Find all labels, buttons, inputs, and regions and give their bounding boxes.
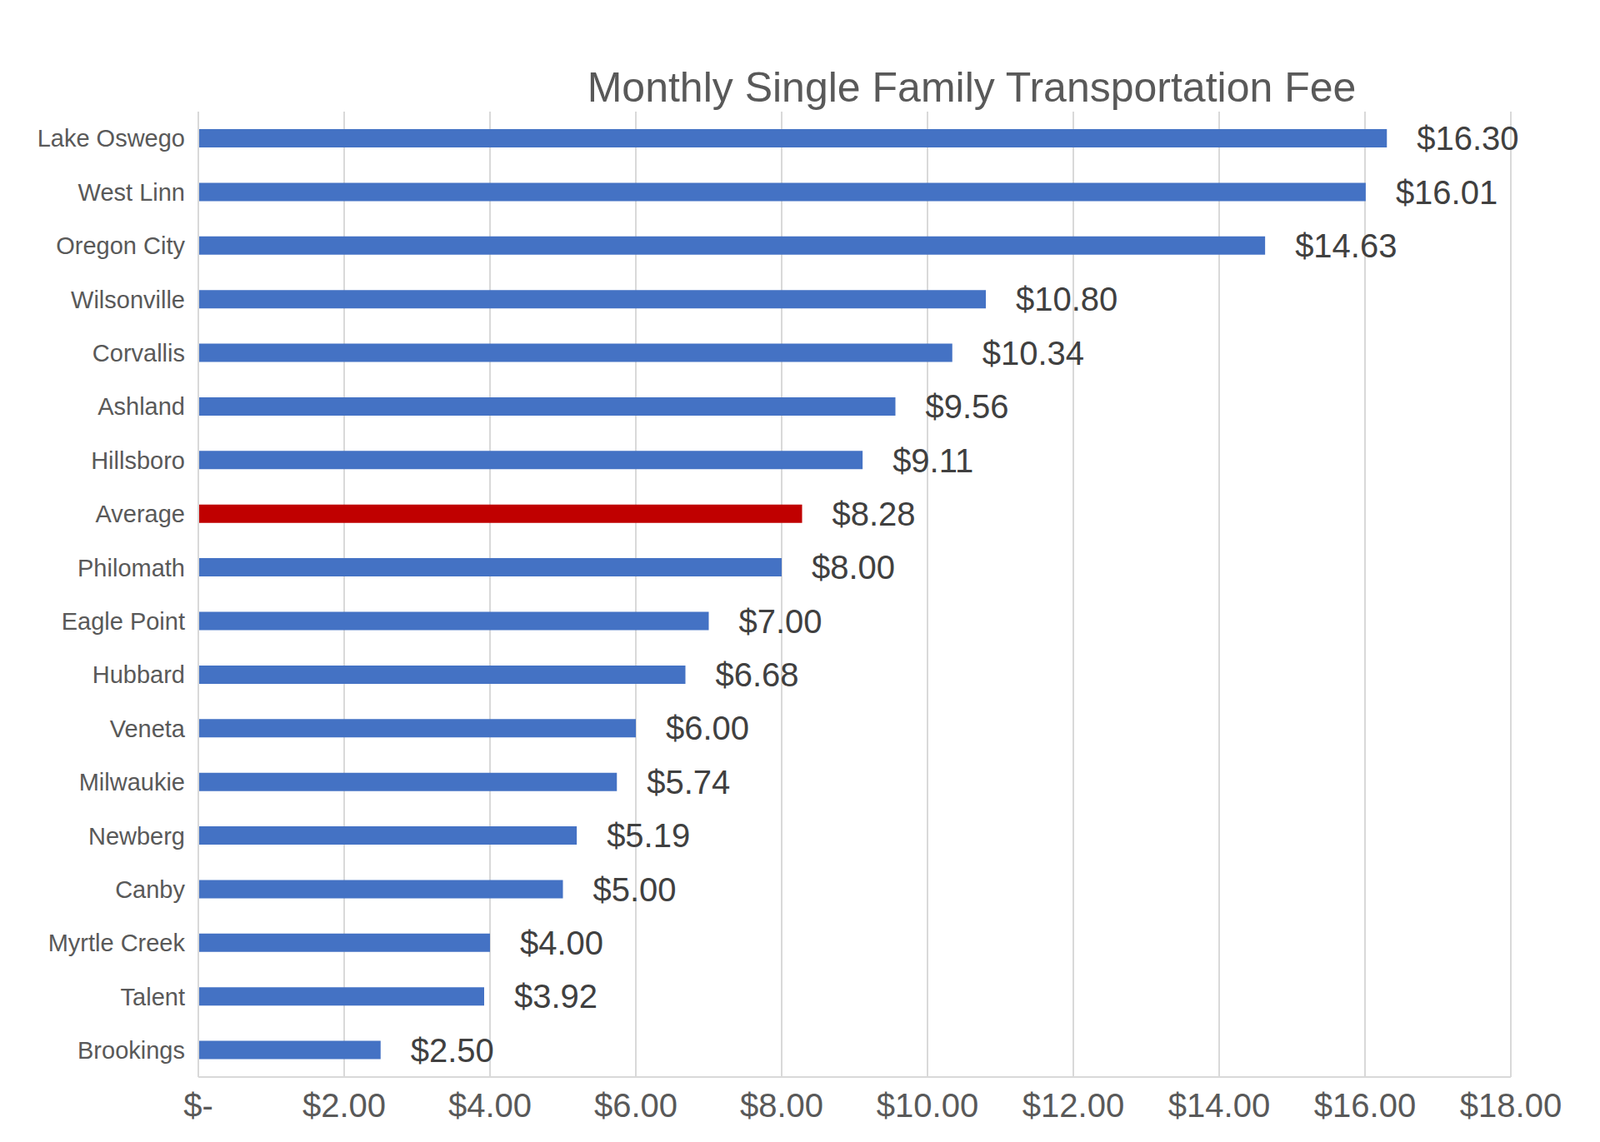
svg-text:Milwaukie: Milwaukie xyxy=(79,769,185,796)
svg-text:Eagle Point: Eagle Point xyxy=(61,608,185,635)
svg-text:$-: $- xyxy=(183,1087,214,1125)
svg-text:Veneta: Veneta xyxy=(110,715,186,743)
svg-text:Myrtle Creek: Myrtle Creek xyxy=(48,930,186,957)
svg-text:$18.00: $18.00 xyxy=(1460,1087,1562,1125)
svg-text:$16.30: $16.30 xyxy=(1416,120,1519,157)
svg-text:$16.01: $16.01 xyxy=(1395,174,1498,211)
svg-text:$6.68: $6.68 xyxy=(715,656,800,694)
svg-text:$6.00: $6.00 xyxy=(665,710,750,747)
svg-text:$16.00: $16.00 xyxy=(1314,1087,1416,1125)
svg-text:$4.00: $4.00 xyxy=(520,925,604,962)
html-text:Monthly Single Family Transpor: Monthly Single Family Transportation Fee xyxy=(587,64,1357,111)
svg-text:$14.00: $14.00 xyxy=(1168,1087,1270,1125)
svg-text:$4.00: $4.00 xyxy=(448,1087,532,1125)
svg-text:$2.00: $2.00 xyxy=(302,1087,386,1125)
svg-text:Ashland: Ashland xyxy=(97,393,185,420)
svg-text:West Linn: West Linn xyxy=(78,179,185,206)
svg-text:Corvallis: Corvallis xyxy=(92,340,185,367)
svg-text:$5.00: $5.00 xyxy=(593,871,677,909)
svg-text:$9.11: $9.11 xyxy=(892,442,974,480)
svg-text:$8.00: $8.00 xyxy=(811,549,895,586)
svg-text:$3.92: $3.92 xyxy=(514,978,598,1015)
svg-text:Talent: Talent xyxy=(120,984,185,1011)
svg-text:$10.80: $10.80 xyxy=(1015,280,1118,318)
svg-text:$6.00: $6.00 xyxy=(594,1087,678,1125)
svg-text:$9.56: $9.56 xyxy=(925,388,1010,425)
svg-text:Average: Average xyxy=(95,500,186,528)
svg-text:Hubbard: Hubbard xyxy=(92,661,185,689)
svg-text:$5.19: $5.19 xyxy=(606,817,690,855)
svg-text:$10.34: $10.34 xyxy=(982,335,1085,372)
svg-text:$8.00: $8.00 xyxy=(740,1087,824,1125)
svg-text:$2.50: $2.50 xyxy=(410,1032,495,1070)
svg-text:$8.28: $8.28 xyxy=(832,495,916,533)
svg-text:Philomath: Philomath xyxy=(77,555,185,582)
svg-text:Brookings: Brookings xyxy=(77,1037,185,1065)
svg-text:Hillsboro: Hillsboro xyxy=(90,447,185,475)
svg-text:Oregon City: Oregon City xyxy=(55,232,185,260)
svg-text:Canby: Canby xyxy=(115,876,185,904)
svg-text:$12.00: $12.00 xyxy=(1022,1087,1125,1125)
svg-text:$10.00: $10.00 xyxy=(876,1087,979,1125)
svg-text:$14.63: $14.63 xyxy=(1295,227,1397,265)
svg-text:Newberg: Newberg xyxy=(88,823,185,850)
svg-text:$7.00: $7.00 xyxy=(739,603,823,640)
svg-text:Wilsonville: Wilsonville xyxy=(70,286,185,314)
svg-text:$5.74: $5.74 xyxy=(646,764,730,801)
svg-text:Lake Oswego: Lake Oswego xyxy=(37,125,185,152)
